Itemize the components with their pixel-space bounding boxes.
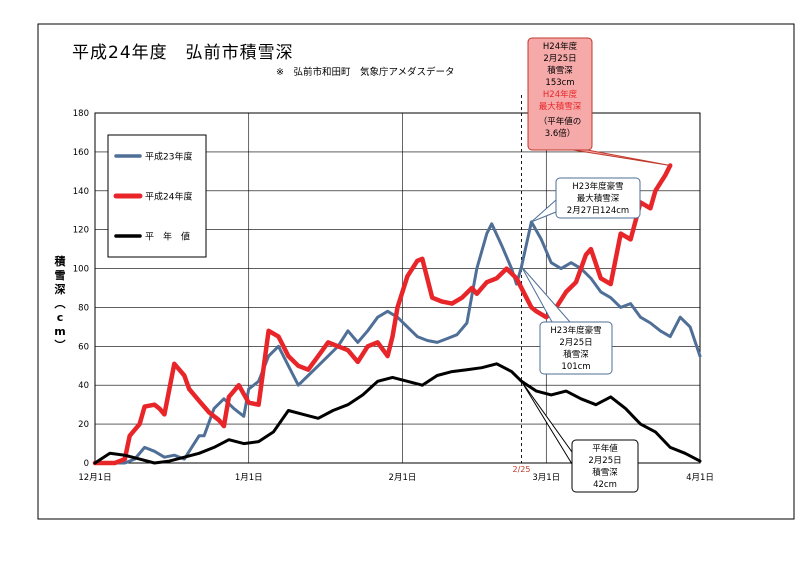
chart-plot: 0 20 40 60 80 100 120 140 160 180 12月1日 1月1日 2月1日 3月1…	[54, 37, 714, 493]
y-axis-label: ︵	[54, 297, 67, 310]
callout-normal-box	[571, 439, 639, 493]
callout-h23-feb25-text: 101cm	[561, 362, 590, 372]
legend-label: 平成24年度	[145, 191, 192, 203]
callout-h23-feb25-text: 積雪深	[563, 349, 589, 360]
y-tick-label: 40	[78, 381, 89, 391]
y-axis-label: c	[57, 311, 64, 324]
callout-h24-max-text: 153cm	[545, 78, 574, 88]
legend-label: 平 年 値	[145, 231, 190, 243]
callout-h23-max-box	[555, 177, 641, 219]
callout-h24-max-highlight: H24年度	[543, 89, 578, 100]
y-tick-label: 100	[73, 265, 89, 275]
x-tick-label: 2月1日	[389, 473, 417, 483]
y-tick-label: 20	[78, 420, 89, 430]
y-tick-label: 0	[84, 459, 89, 469]
series-line	[93, 362, 702, 465]
callout-h23-max-text: 2月27日124cm	[567, 206, 629, 216]
chart-subtitle: ※ 弘前市和田町 気象庁アメダスデータ	[276, 67, 455, 78]
callout-h23-feb25-box	[539, 321, 613, 375]
y-tick-label: 60	[78, 342, 89, 352]
callout-h23-max-text: H23年度豪雪	[572, 181, 623, 192]
series-line	[93, 220, 702, 465]
legend-label: 平成23年度	[145, 151, 192, 163]
callout-h24-max-text: 積雪深	[547, 65, 573, 76]
x-tick-label: 3月1日	[532, 473, 560, 483]
y-axis-label: 深	[55, 282, 66, 296]
y-axis-label: m	[54, 325, 65, 338]
series-line	[92, 163, 673, 466]
x-tick-label: 12月1日	[78, 473, 111, 483]
chart-title: 平成24年度 弘前市積雪深	[72, 43, 294, 63]
y-axis-label: ︶	[54, 338, 67, 352]
callout-h24-max-note: （平年値の	[539, 116, 582, 127]
marker-label: 2/25	[512, 465, 530, 474]
chart-border	[37, 23, 795, 520]
callout-h24-max-text: H24年度	[543, 41, 578, 52]
y-axis-label: 雪	[55, 269, 66, 282]
x-tick-label: 4月1日	[686, 473, 714, 483]
y-tick-label: 80	[78, 303, 89, 313]
callout-normal-text: 2月25日	[588, 456, 621, 466]
callout-h24-max-note: 3.6倍）	[545, 128, 576, 139]
callout-h23-max-text: 最大積雪深	[577, 193, 620, 204]
y-tick-label: 140	[73, 187, 89, 197]
y-tick-label: 160	[73, 148, 89, 158]
callout-h23-feb25-text: H23年度豪雪	[550, 325, 601, 336]
y-axis-label: 積	[54, 254, 67, 268]
y-tick-label: 120	[73, 226, 89, 236]
callout-h24-max-highlight: 最大積雪深	[539, 101, 582, 112]
callout-h24-max-box	[527, 37, 593, 151]
callout-normal-text: 平年値	[592, 443, 618, 454]
y-tick-label: 180	[73, 109, 89, 119]
x-tick-label: 1月1日	[235, 473, 263, 483]
callout-normal-text: 積雪深	[592, 467, 618, 478]
callout-h24-max-text: 2月25日	[543, 54, 576, 64]
callout-normal-text: 42cm	[593, 480, 617, 490]
callout-h23-feb25-text: 2月25日	[559, 338, 592, 348]
